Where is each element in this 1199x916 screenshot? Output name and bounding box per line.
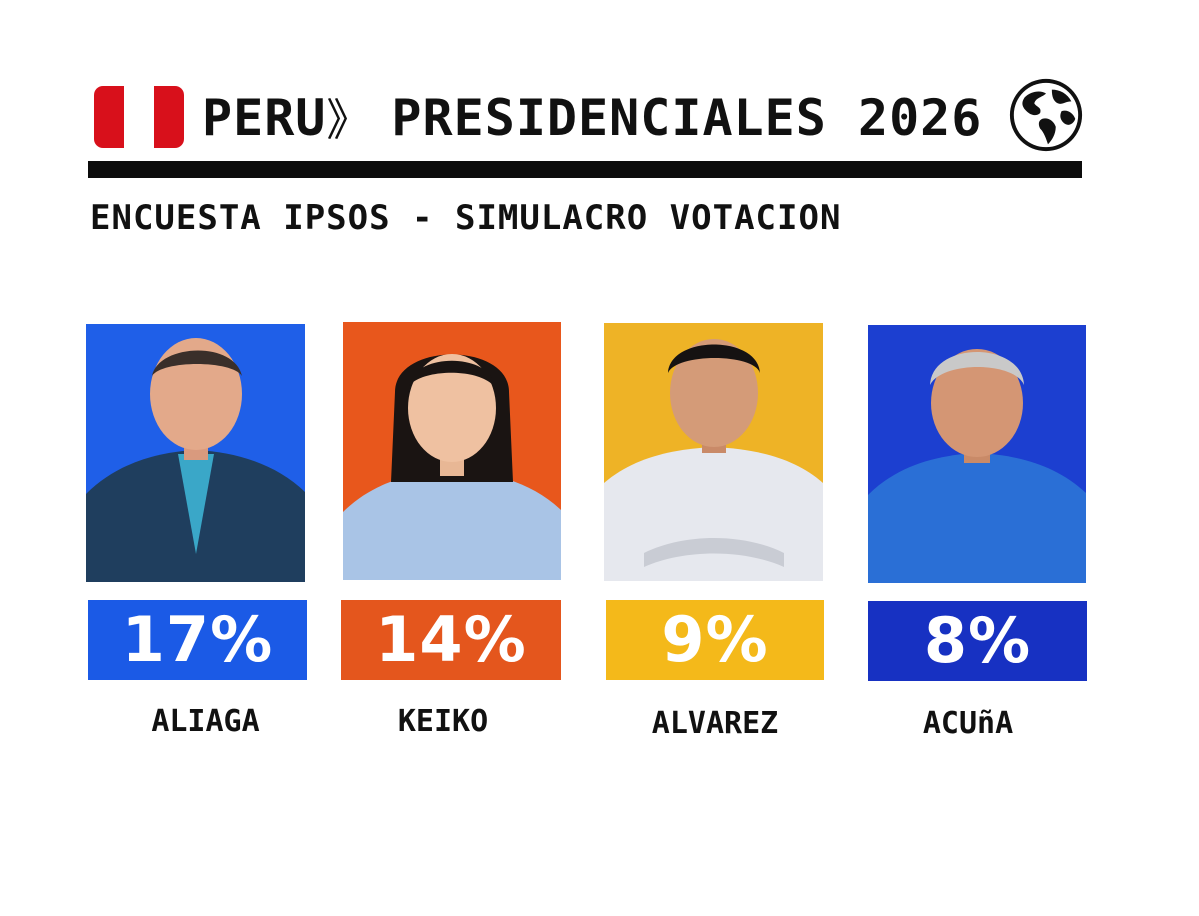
candidate-photo: [868, 325, 1086, 583]
candidate-name: KEIKO: [397, 704, 489, 739]
candidate-name: ALIAGA: [151, 704, 260, 739]
peru-flag-icon: [94, 86, 184, 148]
candidate-photo: [343, 322, 561, 580]
page-title: PERU》 PRESIDENCIALES 2026: [202, 88, 982, 151]
candidate-name: ACUñA: [922, 706, 1014, 741]
header-rule: [88, 161, 1082, 178]
percent-box: 14%: [341, 600, 561, 680]
percent-box: 8%: [868, 601, 1087, 681]
candidate-portrait-icon: [868, 325, 1086, 583]
candidate-portrait-icon: [604, 323, 823, 581]
candidate-photo: [86, 324, 305, 582]
percent-box: 17%: [88, 600, 307, 680]
country-label: PERU: [202, 89, 327, 147]
title-label: PRESIDENCIALES 2026: [391, 89, 983, 147]
globe-icon: [1009, 78, 1083, 152]
candidate-portrait-icon: [86, 324, 305, 582]
subtitle: ENCUESTA IPSOS - SIMULACRO VOTACION: [90, 198, 842, 238]
percent-box: 9%: [606, 600, 824, 680]
header: PERU》 PRESIDENCIALES 2026: [92, 72, 1087, 182]
candidate-photo: [604, 323, 823, 581]
candidate-name: ALVAREZ: [651, 706, 779, 741]
separator: 》: [326, 95, 372, 146]
candidate-portrait-icon: [343, 322, 561, 580]
